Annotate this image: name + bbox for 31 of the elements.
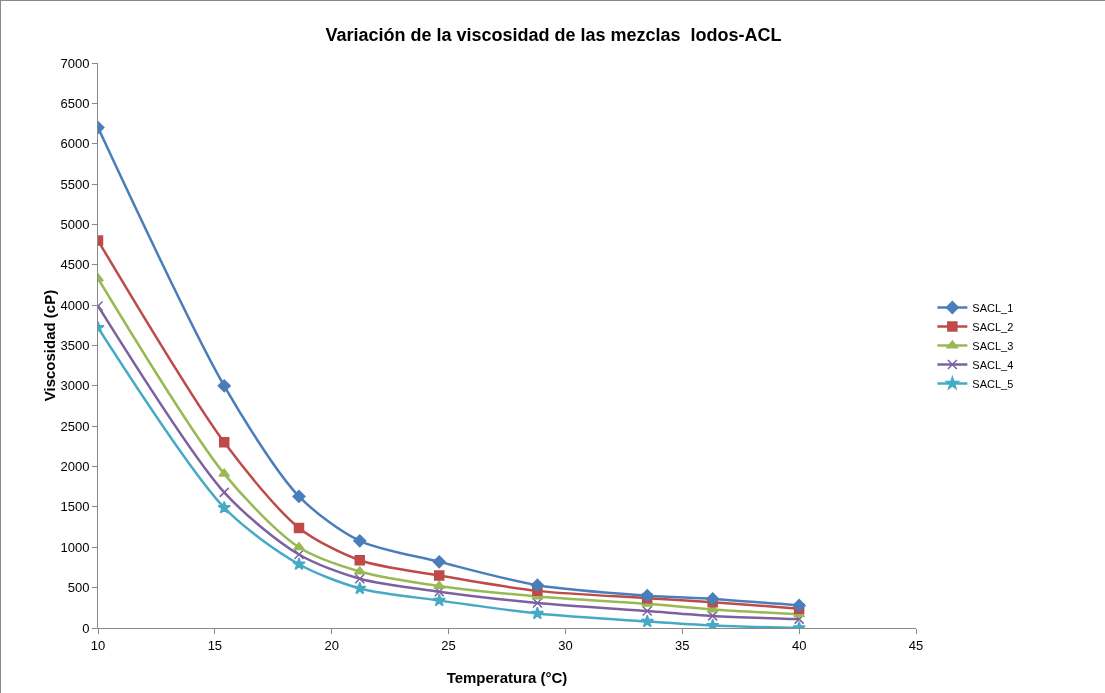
x-tick-label: 10 <box>90 637 106 653</box>
x-tick-label: 40 <box>791 637 807 653</box>
legend-label: SACL_5 <box>972 377 1014 390</box>
x-tick-label: 30 <box>558 637 573 653</box>
x-tick-label: 25 <box>441 637 456 653</box>
y-tick-label: 2000 <box>60 459 90 475</box>
x-tick-label: 45 <box>908 637 924 653</box>
y-tick-label: 2500 <box>60 418 90 434</box>
y-tick-label: 0 <box>82 620 90 636</box>
y-tick-label: 6500 <box>60 95 90 111</box>
y-tick-label: 1000 <box>60 539 90 555</box>
y-tick-label: 1500 <box>60 499 90 515</box>
y-tick-label: 3500 <box>60 338 90 354</box>
legend-label: SACL_2 <box>972 320 1014 333</box>
y-tick-label: 500 <box>67 580 90 596</box>
x-tick-label: 20 <box>324 637 339 653</box>
y-tick-label: 6000 <box>60 136 90 152</box>
y-tick-label: 5000 <box>60 216 90 232</box>
legend-label: SACL_3 <box>972 339 1014 352</box>
y-axis-title: Viscosidad (cP) <box>41 289 59 402</box>
y-tick-label: 3000 <box>60 378 90 394</box>
y-tick-label: 7000 <box>60 55 90 71</box>
y-tick-label: 4000 <box>60 297 90 313</box>
y-tick-label: 5500 <box>60 176 90 192</box>
legend-label: SACL_1 <box>972 301 1014 314</box>
x-axis-title: Temperatura (°C) <box>446 669 568 686</box>
y-tick-label: 4500 <box>60 257 90 273</box>
x-tick-label: 35 <box>675 637 690 653</box>
x-tick-label: 15 <box>207 637 223 653</box>
chart-title: Variación de la viscosidad de las mezclas lodos-ACL <box>325 25 782 46</box>
legend-label: SACL_4 <box>972 358 1014 371</box>
